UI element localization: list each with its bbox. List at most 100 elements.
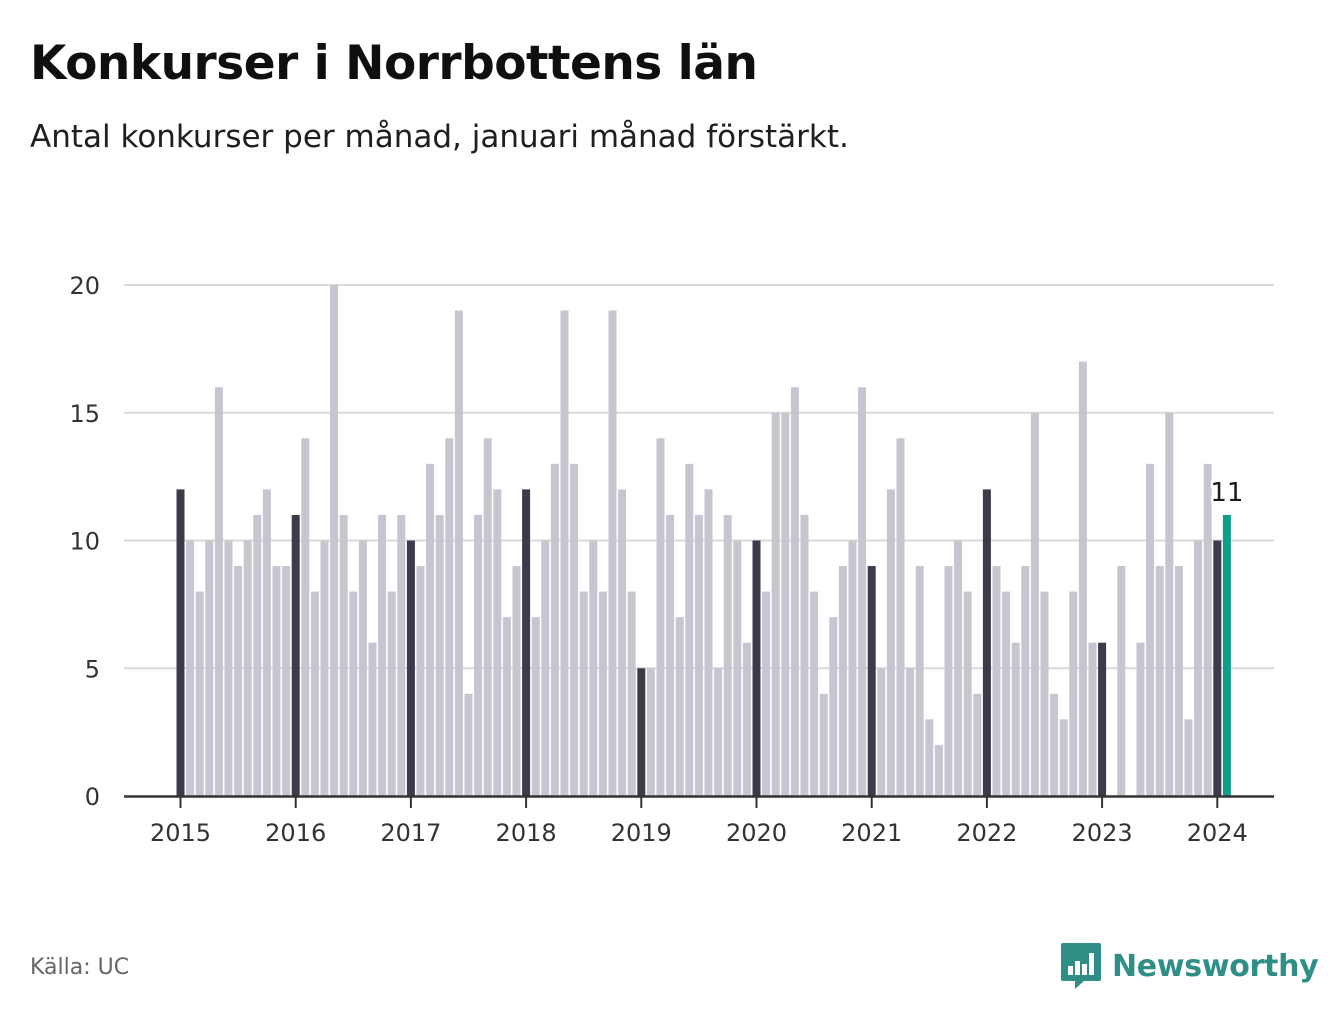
bar [656, 438, 665, 796]
bar [1184, 719, 1193, 796]
x-axis-ticks: 2015 2016 2017 2018 2019 2020 2021 2022 2023 2024 [150, 796, 1248, 847]
bar [570, 463, 579, 796]
bar [598, 591, 607, 796]
bar [176, 489, 185, 796]
bar [262, 489, 271, 796]
bar [493, 489, 502, 796]
bar [1203, 463, 1212, 796]
bar [416, 566, 425, 796]
bar [1136, 642, 1145, 796]
bar [560, 310, 569, 796]
bar [781, 412, 790, 796]
bar [205, 540, 214, 796]
bar [1088, 642, 1097, 796]
bar [1098, 642, 1107, 796]
x-tick-label: 2023 [1072, 819, 1133, 847]
x-tick-label: 2020 [726, 819, 787, 847]
data-labels: 11 [1208, 475, 1246, 510]
bar [186, 540, 195, 796]
bar [1011, 642, 1020, 796]
bar [512, 566, 521, 796]
bar [1021, 566, 1030, 796]
x-tick-label: 2015 [150, 819, 211, 847]
bar [1213, 540, 1222, 796]
bar [992, 566, 1001, 796]
x-tick-label: 2022 [956, 819, 1017, 847]
bar [320, 540, 329, 796]
bar [330, 285, 339, 796]
y-tick-label: 5 [85, 655, 100, 683]
y-tick-label: 10 [69, 528, 100, 556]
y-tick-label: 0 [85, 783, 100, 811]
x-tick-label: 2019 [611, 819, 672, 847]
bar [906, 668, 915, 796]
bar [646, 668, 655, 796]
bar [368, 642, 377, 796]
bar [608, 310, 617, 796]
y-axis-ticks: 0 5 10 15 20 [69, 272, 100, 811]
bar [214, 387, 223, 796]
bar [704, 489, 713, 796]
bar [426, 463, 435, 796]
bar [445, 438, 454, 796]
bar [550, 463, 559, 796]
bar [714, 668, 723, 796]
bar [541, 540, 550, 796]
bar [896, 438, 905, 796]
bar [358, 540, 367, 796]
bar [752, 540, 761, 796]
bar [483, 438, 492, 796]
bar [810, 591, 819, 796]
bar [1050, 693, 1059, 796]
bar [1155, 566, 1164, 796]
bar [339, 514, 348, 796]
bar [934, 744, 943, 796]
bar [522, 489, 531, 796]
bar [234, 566, 243, 796]
x-tick-label: 2018 [496, 819, 557, 847]
y-tick-label: 15 [69, 400, 100, 428]
bar [618, 489, 627, 796]
bar [858, 387, 867, 796]
x-tick-label: 2021 [841, 819, 902, 847]
bar [685, 463, 694, 796]
bar [253, 514, 262, 796]
bar [435, 514, 444, 796]
bar [502, 617, 511, 796]
bar [800, 514, 809, 796]
bar [848, 540, 857, 796]
bar [195, 591, 204, 796]
bar [838, 566, 847, 796]
bar [819, 693, 828, 796]
bar [272, 566, 281, 796]
bar [1069, 591, 1078, 796]
bar [790, 387, 799, 796]
bar [637, 668, 646, 796]
newsworthy-bar-chart-speech-bubble-icon [1061, 943, 1101, 989]
bar [1222, 514, 1231, 796]
bar [349, 591, 358, 796]
bar [954, 540, 963, 796]
bar [877, 668, 886, 796]
bar [829, 617, 838, 796]
brand: Newsworthy [1060, 940, 1319, 992]
bar [1059, 719, 1068, 796]
bar [1194, 540, 1203, 796]
bar [310, 591, 319, 796]
x-tick-label: 2024 [1187, 819, 1248, 847]
bar [925, 719, 934, 796]
x-tick-label: 2017 [380, 819, 441, 847]
bar [1117, 566, 1126, 796]
bar [627, 591, 636, 796]
bar [694, 514, 703, 796]
bar [378, 514, 387, 796]
bar [531, 617, 540, 796]
bar [886, 489, 895, 796]
bar [243, 540, 252, 796]
brand-name: Newsworthy [1112, 948, 1319, 984]
y-tick-label: 20 [69, 272, 100, 300]
bar [675, 617, 684, 796]
bar [762, 591, 771, 796]
bar [666, 514, 675, 796]
bars [176, 285, 1231, 796]
